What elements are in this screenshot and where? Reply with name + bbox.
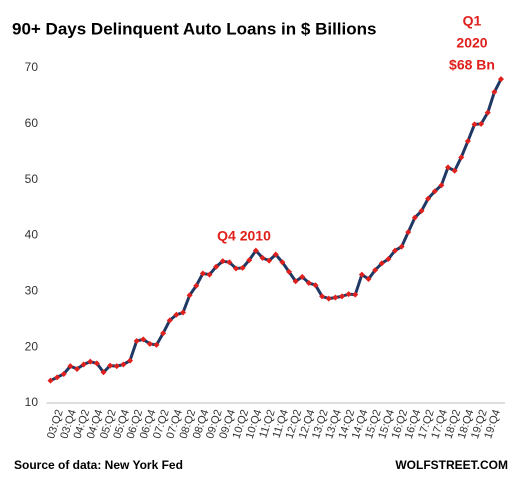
marker xyxy=(345,291,352,298)
marker xyxy=(392,247,398,254)
marker xyxy=(431,188,438,195)
marker xyxy=(193,282,200,289)
marker xyxy=(93,360,100,367)
marker xyxy=(418,207,425,214)
marker xyxy=(74,365,80,372)
marker xyxy=(226,259,233,266)
credit: WOLFSTREET.COM xyxy=(395,458,508,472)
marker xyxy=(464,138,471,145)
marker xyxy=(411,214,418,221)
marker xyxy=(233,265,239,272)
marker xyxy=(199,270,206,277)
marker xyxy=(160,330,167,337)
source: Source of data: New York Fed xyxy=(14,458,183,472)
marker xyxy=(67,363,74,370)
marker xyxy=(87,358,94,365)
marker xyxy=(286,268,292,275)
y-tick-label: 40 xyxy=(25,228,39,242)
marker xyxy=(358,271,365,278)
marker xyxy=(113,363,120,370)
marker xyxy=(213,263,220,270)
marker xyxy=(54,374,61,381)
marker xyxy=(206,271,213,278)
marker xyxy=(47,377,54,384)
y-tick-label: 10 xyxy=(25,395,39,409)
line xyxy=(49,78,503,383)
marker xyxy=(186,292,193,299)
marker xyxy=(252,247,259,254)
marker xyxy=(219,258,226,265)
marker xyxy=(133,338,140,345)
marker xyxy=(173,311,180,318)
marker xyxy=(332,294,339,301)
marker xyxy=(498,76,504,83)
marker xyxy=(292,278,299,285)
annotation: 2020 xyxy=(456,35,487,51)
marker xyxy=(385,255,392,262)
marker xyxy=(166,317,173,324)
marker xyxy=(378,260,385,267)
marker xyxy=(127,357,133,364)
marker xyxy=(312,282,319,289)
chart-title: 90+ Days Delinquent Auto Loans in $ Bill… xyxy=(12,19,376,38)
marker xyxy=(259,254,266,261)
marker xyxy=(438,182,445,189)
marker xyxy=(352,291,359,298)
marker xyxy=(445,164,451,171)
marker xyxy=(425,195,432,202)
marker xyxy=(372,267,379,274)
annotation: Q1 xyxy=(463,13,482,29)
marker xyxy=(491,89,498,96)
marker xyxy=(80,361,87,368)
marker xyxy=(365,276,372,283)
marker xyxy=(180,309,186,316)
marker xyxy=(451,167,458,174)
y-tick-label: 30 xyxy=(25,284,39,298)
marker xyxy=(478,120,485,127)
marker xyxy=(299,273,306,280)
annotation: Q4 2010 xyxy=(217,228,271,244)
y-tick-label: 60 xyxy=(25,116,39,130)
marker xyxy=(319,293,326,300)
y-tick-label: 50 xyxy=(25,172,39,186)
y-tick-label: 20 xyxy=(25,339,39,353)
marker xyxy=(246,257,253,264)
marker xyxy=(325,295,332,302)
marker xyxy=(305,279,312,286)
marker xyxy=(279,259,286,266)
marker xyxy=(339,293,345,300)
marker xyxy=(398,243,405,250)
marker xyxy=(266,257,273,264)
marker xyxy=(458,154,465,161)
marker xyxy=(60,370,67,377)
marker xyxy=(107,362,114,369)
annotation: $68 Bn xyxy=(449,57,495,73)
marker xyxy=(471,121,478,128)
marker xyxy=(405,229,412,236)
marker xyxy=(146,340,153,347)
marker xyxy=(272,251,279,258)
marker xyxy=(120,361,127,368)
y-tick-label: 70 xyxy=(25,60,39,74)
marker xyxy=(239,264,246,271)
marker xyxy=(484,109,491,116)
marker xyxy=(153,341,160,348)
marker xyxy=(100,369,107,376)
marker xyxy=(140,336,147,343)
